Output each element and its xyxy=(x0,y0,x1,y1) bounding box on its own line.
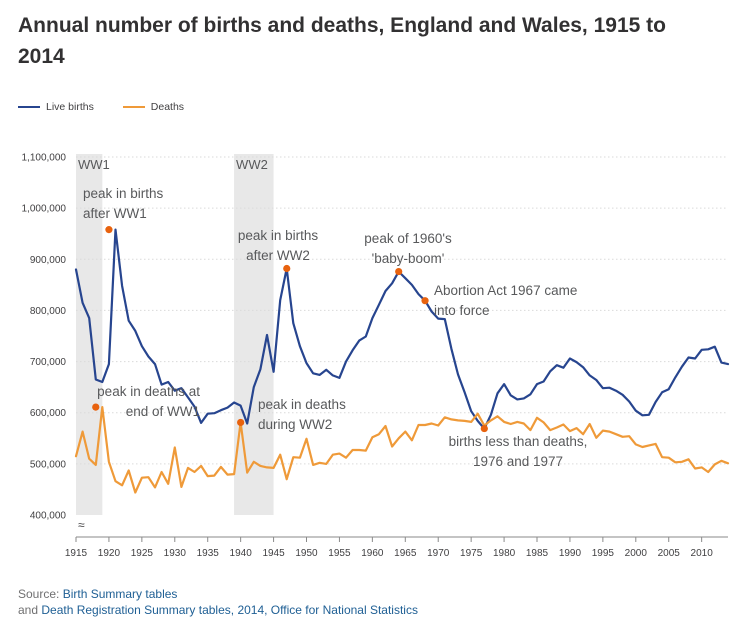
x-tick-label: 2005 xyxy=(658,548,681,559)
highlight-point-1947 xyxy=(283,264,291,273)
axis-break-icon: ≈ xyxy=(78,518,85,532)
annotation-line: births less than deaths, xyxy=(449,434,588,449)
line-chart: WW1 WW2 400,000 500,000 600,000 700,000 800,00… xyxy=(22,153,730,559)
x-tick-label: 1995 xyxy=(592,548,615,559)
annotation-line: end of WW1 xyxy=(126,404,200,419)
annotation-line: 'baby-boom' xyxy=(372,251,445,266)
source-line-1: Source: Birth Summary tables xyxy=(18,586,418,602)
legend-label-births: Live births xyxy=(46,101,94,113)
legend-label-deaths: Deaths xyxy=(150,101,185,113)
x-tick-label: 1915 xyxy=(65,548,88,559)
x-tick-label: 1940 xyxy=(230,548,253,559)
y-tick-label: 900,000 xyxy=(30,255,67,266)
highlight-point-1977 xyxy=(480,424,488,433)
source-link-birth-tables[interactable]: Birth Summary tables xyxy=(62,587,178,601)
legend-item-births[interactable]: Live births xyxy=(18,101,94,113)
highlight-point-1940 xyxy=(237,418,245,427)
annotation-baby-boom: peak of 1960's 'baby-boom' xyxy=(364,231,452,266)
annotation-line: after WW2 xyxy=(246,248,310,263)
highlight-point-1964 xyxy=(395,267,403,276)
annotation-line: peak in deaths xyxy=(258,397,346,412)
y-tick-label: 400,000 xyxy=(30,511,67,522)
x-tick-label: 1985 xyxy=(526,548,549,559)
series-line-deaths xyxy=(74,406,730,494)
y-tick-label: 700,000 xyxy=(30,357,67,368)
y-tick-label: 800,000 xyxy=(30,306,67,317)
x-tick-label: 1925 xyxy=(131,548,154,559)
annotation-line: 1976 and 1977 xyxy=(473,454,563,469)
annotation-line: Abortion Act 1967 came xyxy=(434,283,577,298)
x-tick-label: 1920 xyxy=(98,548,121,559)
legend-swatch-births xyxy=(18,106,40,108)
war-band-label-ww1: WW1 xyxy=(78,157,110,172)
x-tick-label: 1955 xyxy=(328,548,351,559)
source-note: Source: Birth Summary tables and Death R… xyxy=(18,586,418,618)
x-tick-label: 1970 xyxy=(427,548,450,559)
annotation-peak-deaths-ww2: peak in deaths during WW2 xyxy=(258,397,346,432)
war-band-label-ww2: WW2 xyxy=(236,157,268,172)
annotation-peak-births-ww1: peak in births after WW1 xyxy=(83,186,164,221)
x-tick-label: 1930 xyxy=(164,548,187,559)
highlight-point-1918 xyxy=(92,403,100,411)
x-tick-label: 1935 xyxy=(197,548,220,559)
annotation-line: peak of 1960's xyxy=(364,231,452,246)
x-tick-label: 1960 xyxy=(361,548,384,559)
x-tick-label: 1945 xyxy=(262,548,285,559)
legend: Live births Deaths xyxy=(18,99,210,113)
highlight-point-1920 xyxy=(105,226,113,234)
annotation-births-less-deaths: births less than deaths, 1976 and 1977 xyxy=(449,434,588,469)
y-tick-label: 500,000 xyxy=(30,459,67,470)
legend-swatch-deaths xyxy=(122,106,145,108)
x-tick-label: 1975 xyxy=(460,548,483,559)
annotation-line: during WW2 xyxy=(258,417,332,432)
x-tick-label: 1965 xyxy=(394,548,417,559)
x-tick-label: 2010 xyxy=(691,548,714,559)
y-tick-label: 600,000 xyxy=(30,408,67,419)
source-line-2: and Death Registration Summary tables, 2… xyxy=(18,602,418,618)
annotation-peak-deaths-ww1: peak in deaths at end of WW1 xyxy=(97,384,200,419)
highlight-point-1968 xyxy=(421,297,429,305)
chart-title: Annual number of births and deaths, Engl… xyxy=(18,14,666,68)
source-link-death-tables[interactable]: Death Registration Summary tables, 2014,… xyxy=(41,603,418,617)
annotation-line: into force xyxy=(434,303,490,318)
annotation-line: peak in deaths at xyxy=(97,384,200,399)
annotation-line: peak in births xyxy=(238,228,319,243)
annotation-line: peak in births xyxy=(83,186,164,201)
x-tick-label: 2000 xyxy=(625,548,648,559)
annotation-abortion-act: Abortion Act 1967 came into force xyxy=(434,283,577,318)
y-tick-label: 1,000,000 xyxy=(22,204,67,215)
source-prefix: Source: xyxy=(18,587,63,601)
x-tick-label: 1980 xyxy=(493,548,516,559)
series-line-births xyxy=(74,228,730,430)
x-tick-label: 1990 xyxy=(559,548,582,559)
y-tick-label: 1,100,000 xyxy=(22,153,67,164)
annotation-peak-births-ww2: peak in births after WW2 xyxy=(238,228,319,263)
annotation-line: after WW1 xyxy=(83,206,147,221)
legend-item-deaths[interactable]: Deaths xyxy=(122,101,185,113)
x-tick-label: 1950 xyxy=(295,548,318,559)
source-and: and xyxy=(18,603,42,617)
